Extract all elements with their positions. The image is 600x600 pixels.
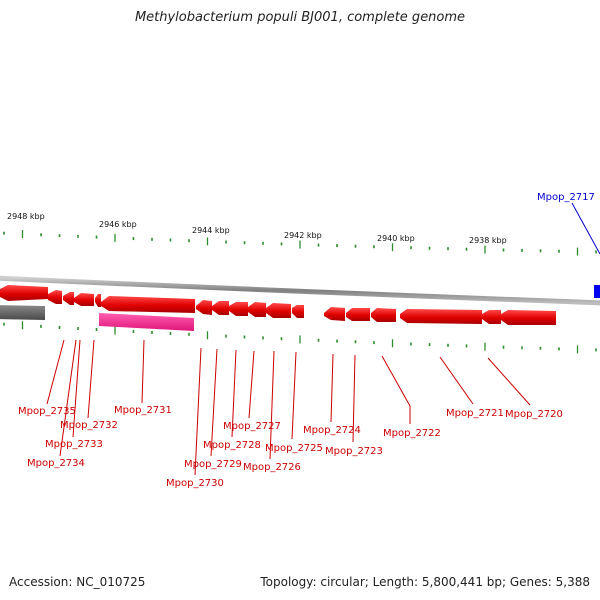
gene-labels: Mpop_2735 Mpop_2732 Mpop_2733 Mpop_2734 … (18, 192, 595, 489)
gene-label[interactable]: Mpop_2732 (60, 420, 118, 431)
gene-label[interactable]: Mpop_2728 (203, 440, 261, 451)
scale-label: 2948 kbp (7, 212, 45, 221)
gene-arrow[interactable] (101, 296, 195, 313)
gene-arrow[interactable] (346, 308, 370, 321)
gene-arrow[interactable] (501, 310, 556, 325)
genome-stats-text: Topology: circular; Length: 5,800,441 bp… (260, 575, 590, 589)
gene-arrow[interactable] (212, 301, 229, 315)
gene-arrow[interactable] (48, 290, 62, 304)
gene-track-reverse (0, 285, 556, 325)
gene-arrow[interactable] (0, 285, 48, 301)
scale-ticks-upper (3, 230, 597, 256)
gene-label[interactable]: Mpop_2730 (166, 478, 224, 489)
scale-label: 2944 kbp (192, 226, 230, 235)
label-leaders (46, 202, 600, 476)
gene-label[interactable]: Mpop_2724 (303, 425, 361, 436)
gene-arrow[interactable] (74, 293, 94, 306)
gene-arrow[interactable] (292, 305, 304, 318)
gene-label[interactable]: Mpop_2720 (505, 409, 563, 420)
gene-label[interactable]: Mpop_2722 (383, 428, 441, 439)
gene-label[interactable]: Mpop_2734 (27, 458, 85, 469)
genome-title: Methylobacterium populi BJ001, complete … (134, 10, 466, 25)
gene-label[interactable]: Mpop_2721 (446, 408, 504, 419)
gene-arrow[interactable] (196, 300, 212, 315)
forward-gene-bar[interactable] (594, 285, 600, 298)
gene-arrow[interactable] (482, 310, 501, 324)
rna-gene-bar[interactable] (99, 313, 194, 331)
gene-arrow[interactable] (95, 294, 101, 307)
scale-ticks-lower (3, 321, 597, 354)
gene-label[interactable]: Mpop_2735 (18, 406, 76, 417)
scale-label: 2942 kbp (284, 231, 322, 240)
gene-label[interactable]: Mpop_2717 (537, 192, 595, 203)
gene-arrow[interactable] (63, 292, 74, 305)
gene-label[interactable]: Mpop_2733 (45, 439, 103, 450)
scale-label: 2938 kbp (469, 236, 507, 245)
scale-label: 2940 kbp (377, 234, 415, 243)
gene-arrow[interactable] (400, 309, 482, 324)
gene-label[interactable]: Mpop_2727 (223, 421, 281, 432)
accession-text: Accession: NC_010725 (9, 575, 146, 589)
gene-label[interactable]: Mpop_2731 (114, 405, 172, 416)
gene-arrow[interactable] (229, 302, 248, 316)
gene-arrow[interactable] (324, 307, 345, 321)
gene-arrow[interactable] (248, 302, 266, 317)
scale-label: 2946 kbp (99, 220, 137, 229)
gene-label[interactable]: Mpop_2729 (184, 459, 242, 470)
genome-backbone (0, 275, 600, 306)
gene-label[interactable]: Mpop_2725 (265, 443, 323, 454)
gene-arrow[interactable] (266, 303, 291, 318)
gene-arrow[interactable] (371, 308, 396, 322)
gene-label[interactable]: Mpop_2723 (325, 446, 383, 457)
pseudogene-bar[interactable] (0, 305, 45, 320)
gene-label[interactable]: Mpop_2726 (243, 462, 301, 473)
